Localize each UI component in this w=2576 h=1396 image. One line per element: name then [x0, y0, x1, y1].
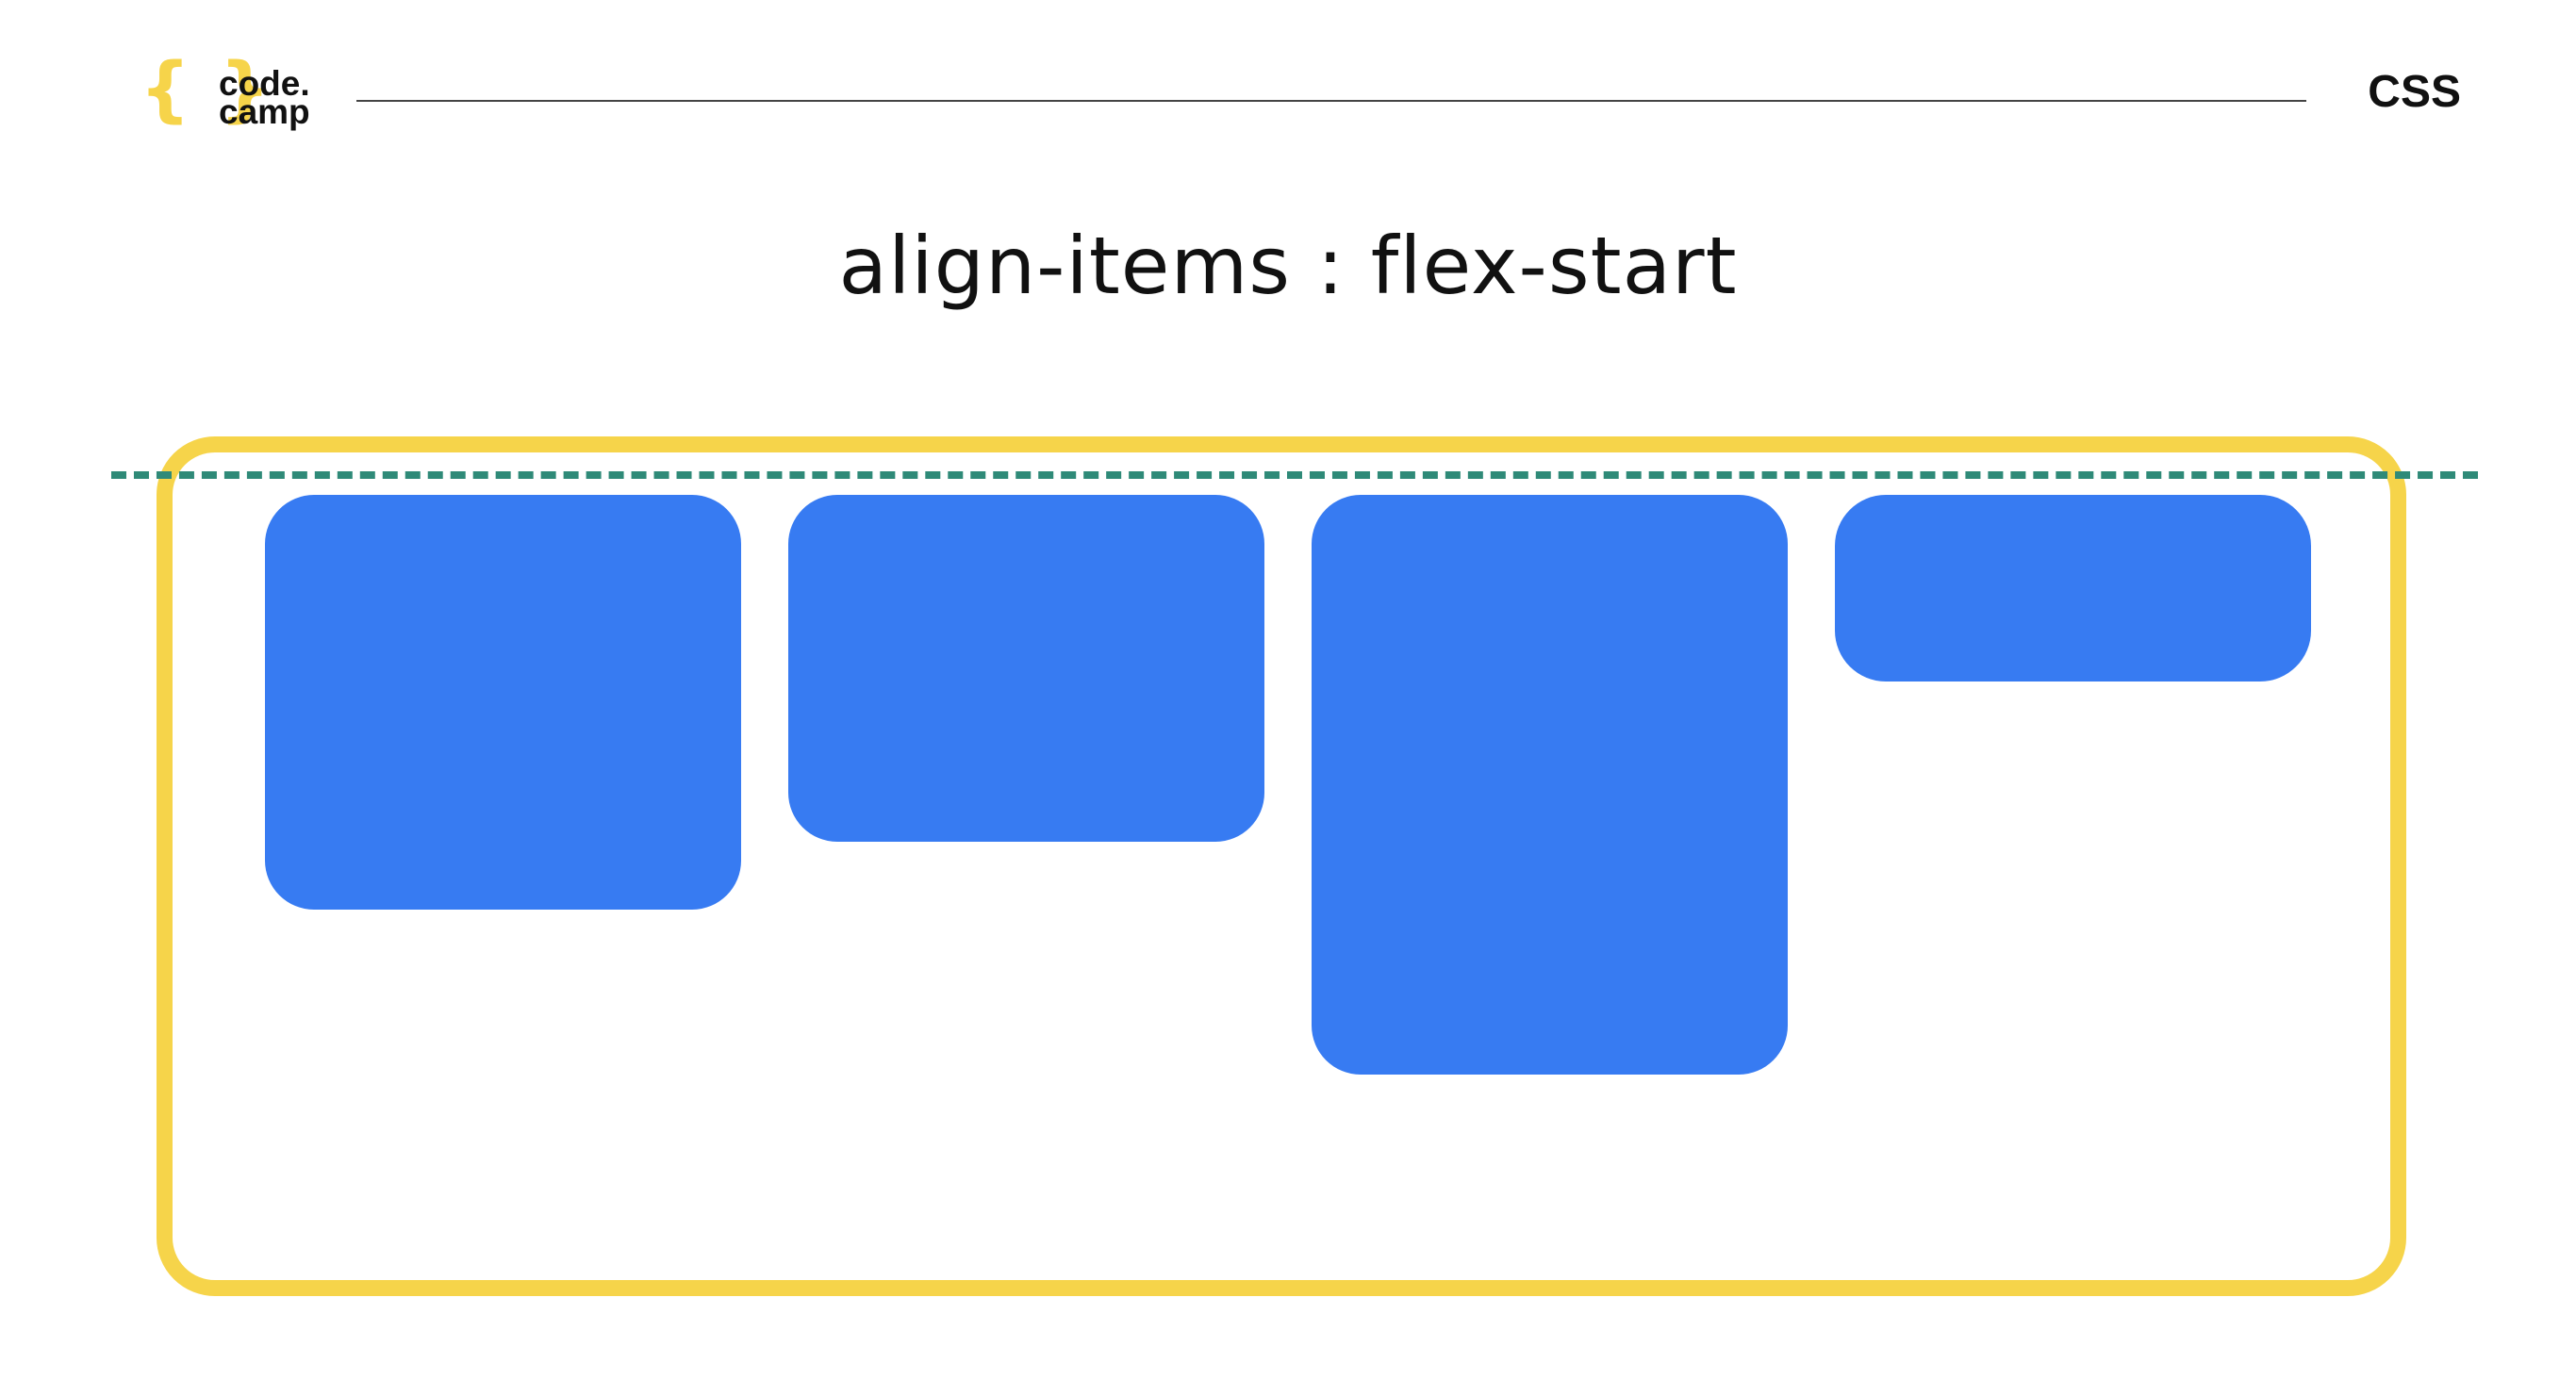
logo-word-camp: camp — [219, 92, 310, 131]
flex-item-4 — [1835, 495, 2311, 682]
header-divider — [356, 100, 2306, 102]
flex-item-2 — [788, 495, 1264, 842]
flex-start-guide-line — [111, 471, 2478, 479]
slide-title: align-items : flex-start — [838, 220, 1738, 312]
logo-word-code: code. — [219, 64, 310, 103]
flex-item-1 — [265, 495, 741, 910]
logo-braces-icon: { } — [140, 46, 272, 130]
topic-label: CSS — [2368, 67, 2461, 117]
code-camp-logo: { } code. camp — [140, 53, 319, 140]
flex-container — [157, 436, 2406, 1296]
flex-item-3 — [1312, 495, 1788, 1075]
